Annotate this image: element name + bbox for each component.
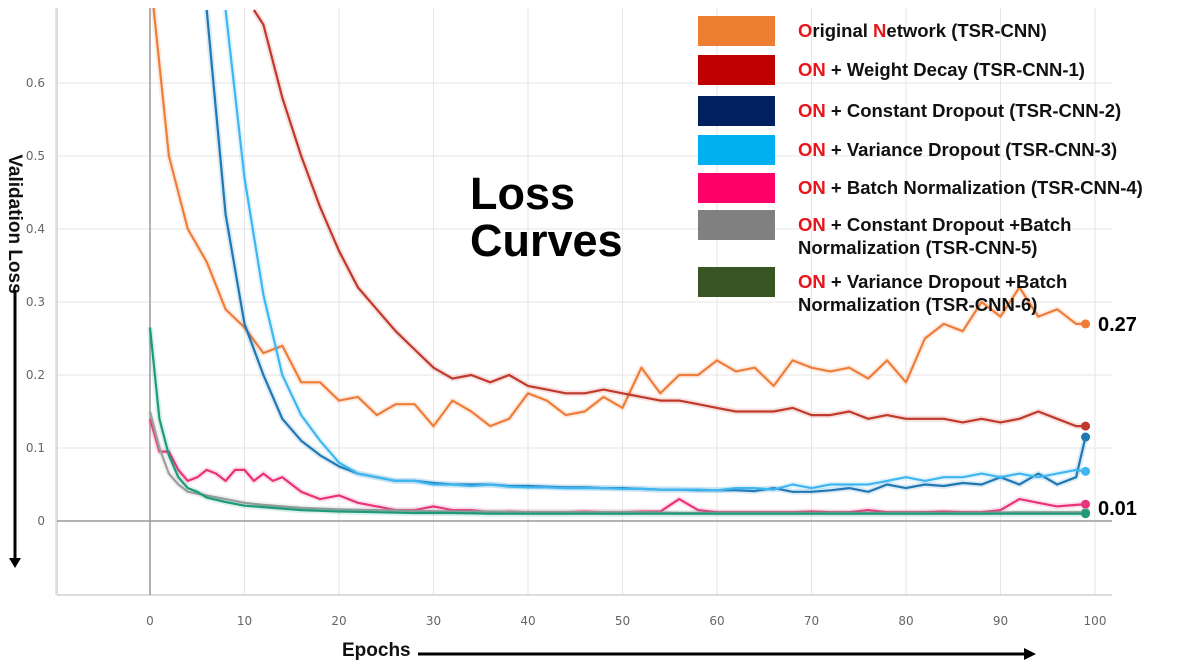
series-end-point-on-variance-dropout-batch-normalization-tsr-cnn-6 [1081,509,1091,519]
legend-label: ON + Variance Dropout (TSR-CNN-3) [798,138,1199,161]
y-tick-label: 0 [37,514,45,528]
x-tick-label: 100 [1084,614,1107,628]
axes [56,8,1112,596]
series-end-point-on-constant-dropout-tsr-cnn-2 [1081,432,1091,442]
series-end-point-on-batch-normalization-tsr-cnn-4 [1081,499,1091,509]
legend-label-text: + Variance Dropout (TSR-CNN-3) [825,139,1118,160]
legend-label-red: ON [798,271,826,292]
y-axis-label: Validation Loss [4,154,25,294]
legend-label-red: ON [798,100,826,121]
legend-label: ON + Weight Decay (TSR-CNN-1) [798,58,1199,81]
series-line-on-variance-dropout-batch-normalization-tsr-cnn-6 [148,327,1086,515]
y-tick-label: 0.1 [26,441,45,455]
x-tick-label: 10 [237,614,252,628]
legend-label: ON + Constant Dropout +Batch Normalizatio… [798,213,1199,259]
series-line-original-network-tsr-cnn [152,8,1086,428]
x-tick-label: 40 [520,614,535,628]
legend-swatch [698,267,775,297]
legend-swatch [698,135,775,165]
axis-arrows [9,290,1036,660]
legend-label-text: + Weight Decay (TSR-CNN-1) [825,59,1085,80]
y-tick-label: 0.4 [26,222,45,236]
legend-label-text: + Constant Dropout +Batch [825,214,1072,235]
legend-label: ON + Variance Dropout +Batch Normalizatio… [798,270,1199,316]
x-arrow-head [1024,648,1036,660]
y-tick-label: 0.2 [26,368,45,382]
x-axis-label: Epochs [342,640,411,661]
legend-label-text: + Variance Dropout +Batch [825,271,1068,292]
chart-title: Loss Curves [470,170,630,265]
legend-swatch [698,16,775,46]
x-tick-label: 50 [615,614,630,628]
end-label-top: 0.27 [1098,314,1137,336]
series-shadow-on-batch-normalization-tsr-cnn-4 [147,417,1086,516]
y-tick-label: 0.5 [26,149,45,163]
legend-label-red: ON [798,214,826,235]
x-tick-label: 90 [993,614,1008,628]
x-tick-label: 80 [898,614,913,628]
legend-label-text: etwork (TSR-CNN) [886,20,1047,41]
series-end-point-on-weight-decay-tsr-cnn-1 [1081,421,1091,431]
x-tick-labels: 0 10 20 30 40 50 60 70 80 90 100 [146,614,1106,628]
x-tick-label: 20 [331,614,346,628]
legend-label-text: + Constant Dropout (TSR-CNN-2) [825,100,1122,121]
y-tick-label: 0.6 [26,76,45,90]
y-arrow-head [9,558,21,568]
x-tick-label: 70 [804,614,819,628]
legend-label-red: ON [798,59,826,80]
series-line-on-variance-dropout-tsr-cnn-3 [224,9,1086,492]
legend-label-red: ON [798,177,826,198]
legend-swatch [698,96,775,126]
series-end-point-original-network-tsr-cnn [1081,319,1091,329]
series-line-on-weight-decay-tsr-cnn-1 [252,9,1086,428]
legend-label-red: N [873,20,887,41]
legend-swatch [698,55,775,85]
x-tick-label: 30 [426,614,441,628]
legend-swatch [698,210,775,240]
legend-label: ON + Constant Dropout (TSR-CNN-2) [798,99,1199,122]
y-tick-labels: 0 0.1 0.2 0.3 0.4 0.5 0.6 [26,76,45,528]
y-tick-label: 0.3 [26,295,45,309]
series-lines [147,8,1091,519]
legend-label: ON + Batch Normalization (TSR-CNN-4) [798,176,1199,199]
series-line-on-batch-normalization-tsr-cnn-4 [148,418,1086,514]
legend-label-text: riginal [812,20,874,41]
series-end-point-on-variance-dropout-tsr-cnn-3 [1081,466,1091,476]
legend-label-text: Normalization (TSR-CNN-5) [798,237,1038,259]
legend-label-text: + Batch Normalization (TSR-CNN-4) [825,177,1143,198]
x-tick-label: 0 [146,614,154,628]
end-label-bottom: 0.01 [1098,498,1137,520]
legend-label: Original Network (TSR-CNN) [798,19,1199,42]
legend-label-red: O [798,20,813,41]
legend-label-red: ON [798,139,826,160]
legend-swatch [698,173,775,203]
legend-label-text: Normalization (TSR-CNN-6) [798,294,1038,316]
chart-title-text: Loss Curves [470,168,623,267]
x-tick-label: 60 [709,614,724,628]
